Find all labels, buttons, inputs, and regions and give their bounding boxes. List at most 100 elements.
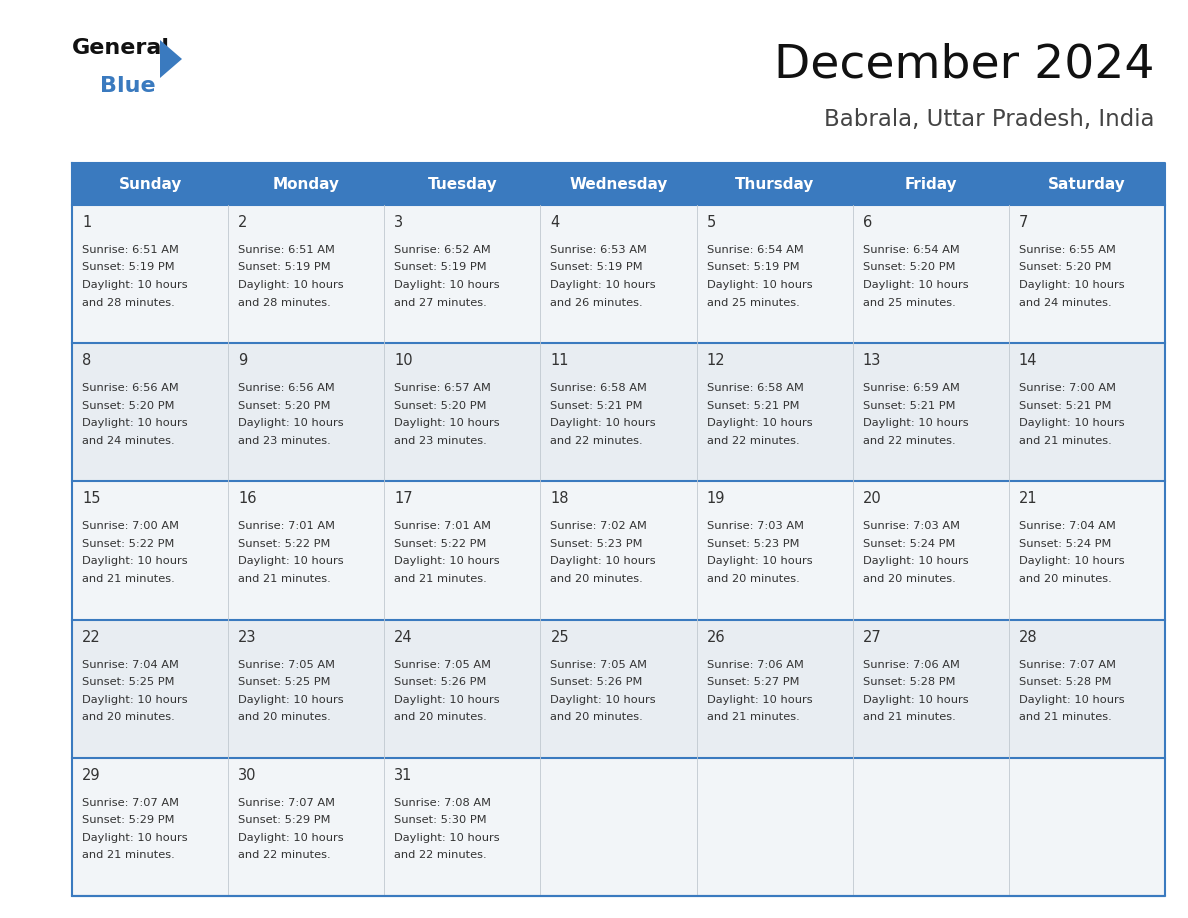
Bar bbox=[541, 163, 696, 205]
Text: Sunset: 5:19 PM: Sunset: 5:19 PM bbox=[394, 263, 487, 273]
Text: and 21 minutes.: and 21 minutes. bbox=[1019, 712, 1112, 722]
Text: 3: 3 bbox=[394, 215, 404, 230]
Text: Daylight: 10 hours: Daylight: 10 hours bbox=[862, 556, 968, 566]
Text: Daylight: 10 hours: Daylight: 10 hours bbox=[707, 556, 813, 566]
Text: 5: 5 bbox=[707, 215, 716, 230]
Text: Sunrise: 7:04 AM: Sunrise: 7:04 AM bbox=[82, 660, 179, 669]
Text: Sunrise: 6:58 AM: Sunrise: 6:58 AM bbox=[550, 383, 647, 393]
Text: Sunset: 5:19 PM: Sunset: 5:19 PM bbox=[550, 263, 643, 273]
Text: Sunrise: 6:54 AM: Sunrise: 6:54 AM bbox=[862, 245, 960, 255]
Text: Sunset: 5:22 PM: Sunset: 5:22 PM bbox=[82, 539, 175, 549]
Text: Sunset: 5:25 PM: Sunset: 5:25 PM bbox=[238, 677, 330, 687]
Text: Sunset: 5:20 PM: Sunset: 5:20 PM bbox=[1019, 263, 1111, 273]
Text: Babrala, Uttar Pradesh, India: Babrala, Uttar Pradesh, India bbox=[824, 108, 1155, 131]
Text: and 24 minutes.: and 24 minutes. bbox=[82, 436, 175, 446]
Text: Sunset: 5:20 PM: Sunset: 5:20 PM bbox=[238, 400, 330, 410]
Text: Sunrise: 6:51 AM: Sunrise: 6:51 AM bbox=[82, 245, 179, 255]
Text: and 22 minutes.: and 22 minutes. bbox=[394, 850, 487, 860]
Text: 24: 24 bbox=[394, 630, 413, 644]
Text: Sunrise: 7:05 AM: Sunrise: 7:05 AM bbox=[238, 660, 335, 669]
Text: Sunrise: 6:58 AM: Sunrise: 6:58 AM bbox=[707, 383, 803, 393]
Text: Sunrise: 6:54 AM: Sunrise: 6:54 AM bbox=[707, 245, 803, 255]
Bar bbox=[72, 205, 1165, 343]
Text: Sunset: 5:26 PM: Sunset: 5:26 PM bbox=[550, 677, 643, 687]
Text: and 22 minutes.: and 22 minutes. bbox=[238, 850, 330, 860]
Text: Daylight: 10 hours: Daylight: 10 hours bbox=[707, 280, 813, 290]
Text: and 20 minutes.: and 20 minutes. bbox=[1019, 574, 1112, 584]
Text: Sunset: 5:27 PM: Sunset: 5:27 PM bbox=[707, 677, 800, 687]
Text: and 21 minutes.: and 21 minutes. bbox=[238, 574, 331, 584]
Text: and 21 minutes.: and 21 minutes. bbox=[82, 574, 175, 584]
Text: Sunrise: 7:01 AM: Sunrise: 7:01 AM bbox=[238, 521, 335, 532]
Text: 20: 20 bbox=[862, 491, 881, 507]
Text: Sunrise: 6:55 AM: Sunrise: 6:55 AM bbox=[1019, 245, 1116, 255]
Text: Sunrise: 7:00 AM: Sunrise: 7:00 AM bbox=[1019, 383, 1116, 393]
Bar bbox=[72, 343, 1165, 481]
Text: Sunset: 5:21 PM: Sunset: 5:21 PM bbox=[707, 400, 800, 410]
Text: 23: 23 bbox=[238, 630, 257, 644]
Text: Daylight: 10 hours: Daylight: 10 hours bbox=[82, 695, 188, 705]
Text: Daylight: 10 hours: Daylight: 10 hours bbox=[550, 280, 656, 290]
Text: and 20 minutes.: and 20 minutes. bbox=[707, 574, 800, 584]
Text: Sunset: 5:28 PM: Sunset: 5:28 PM bbox=[862, 677, 955, 687]
Text: Tuesday: Tuesday bbox=[428, 176, 498, 192]
Text: Daylight: 10 hours: Daylight: 10 hours bbox=[82, 280, 188, 290]
Text: Daylight: 10 hours: Daylight: 10 hours bbox=[394, 419, 500, 428]
Text: 15: 15 bbox=[82, 491, 101, 507]
Text: 7: 7 bbox=[1019, 215, 1029, 230]
Text: and 21 minutes.: and 21 minutes. bbox=[707, 712, 800, 722]
Text: 30: 30 bbox=[238, 767, 257, 783]
Text: and 28 minutes.: and 28 minutes. bbox=[238, 297, 331, 308]
Text: Sunset: 5:29 PM: Sunset: 5:29 PM bbox=[82, 815, 175, 825]
Text: December 2024: December 2024 bbox=[775, 43, 1155, 88]
Text: Sunset: 5:20 PM: Sunset: 5:20 PM bbox=[862, 263, 955, 273]
Text: 19: 19 bbox=[707, 491, 725, 507]
Text: 4: 4 bbox=[550, 215, 560, 230]
Text: Sunrise: 7:03 AM: Sunrise: 7:03 AM bbox=[862, 521, 960, 532]
Text: Sunday: Sunday bbox=[119, 176, 182, 192]
Polygon shape bbox=[160, 40, 182, 78]
Text: 13: 13 bbox=[862, 353, 881, 368]
Text: and 21 minutes.: and 21 minutes. bbox=[394, 574, 487, 584]
Text: Sunrise: 7:03 AM: Sunrise: 7:03 AM bbox=[707, 521, 803, 532]
Text: 11: 11 bbox=[550, 353, 569, 368]
Text: Daylight: 10 hours: Daylight: 10 hours bbox=[238, 419, 343, 428]
Text: and 23 minutes.: and 23 minutes. bbox=[238, 436, 331, 446]
Text: 6: 6 bbox=[862, 215, 872, 230]
Text: Sunset: 5:24 PM: Sunset: 5:24 PM bbox=[1019, 539, 1111, 549]
Text: Sunset: 5:20 PM: Sunset: 5:20 PM bbox=[394, 400, 487, 410]
Text: 25: 25 bbox=[550, 630, 569, 644]
Text: Daylight: 10 hours: Daylight: 10 hours bbox=[1019, 280, 1125, 290]
Text: Wednesday: Wednesday bbox=[569, 176, 668, 192]
Text: Saturday: Saturday bbox=[1048, 176, 1126, 192]
Text: Daylight: 10 hours: Daylight: 10 hours bbox=[1019, 419, 1125, 428]
Text: and 20 minutes.: and 20 minutes. bbox=[862, 574, 955, 584]
Text: and 24 minutes.: and 24 minutes. bbox=[1019, 297, 1112, 308]
Text: Sunset: 5:23 PM: Sunset: 5:23 PM bbox=[707, 539, 800, 549]
Text: Sunset: 5:25 PM: Sunset: 5:25 PM bbox=[82, 677, 175, 687]
Text: 27: 27 bbox=[862, 630, 881, 644]
Text: and 22 minutes.: and 22 minutes. bbox=[707, 436, 800, 446]
Text: 28: 28 bbox=[1019, 630, 1037, 644]
Text: Sunrise: 7:06 AM: Sunrise: 7:06 AM bbox=[707, 660, 803, 669]
Text: 8: 8 bbox=[82, 353, 91, 368]
Text: Sunrise: 7:07 AM: Sunrise: 7:07 AM bbox=[82, 798, 179, 808]
Text: and 25 minutes.: and 25 minutes. bbox=[707, 297, 800, 308]
Text: 18: 18 bbox=[550, 491, 569, 507]
Text: Sunrise: 7:01 AM: Sunrise: 7:01 AM bbox=[394, 521, 492, 532]
Text: 12: 12 bbox=[707, 353, 725, 368]
Text: 21: 21 bbox=[1019, 491, 1037, 507]
Text: and 21 minutes.: and 21 minutes. bbox=[82, 850, 175, 860]
Text: Sunrise: 7:07 AM: Sunrise: 7:07 AM bbox=[238, 798, 335, 808]
Text: Daylight: 10 hours: Daylight: 10 hours bbox=[82, 419, 188, 428]
Text: and 21 minutes.: and 21 minutes. bbox=[1019, 436, 1112, 446]
Text: Daylight: 10 hours: Daylight: 10 hours bbox=[862, 419, 968, 428]
Text: and 23 minutes.: and 23 minutes. bbox=[394, 436, 487, 446]
Text: Blue: Blue bbox=[100, 76, 156, 96]
Text: Sunset: 5:22 PM: Sunset: 5:22 PM bbox=[394, 539, 487, 549]
Text: Daylight: 10 hours: Daylight: 10 hours bbox=[394, 695, 500, 705]
Bar bbox=[228, 163, 384, 205]
Text: Sunrise: 6:56 AM: Sunrise: 6:56 AM bbox=[82, 383, 178, 393]
Text: 29: 29 bbox=[82, 767, 101, 783]
Bar bbox=[72, 163, 228, 205]
